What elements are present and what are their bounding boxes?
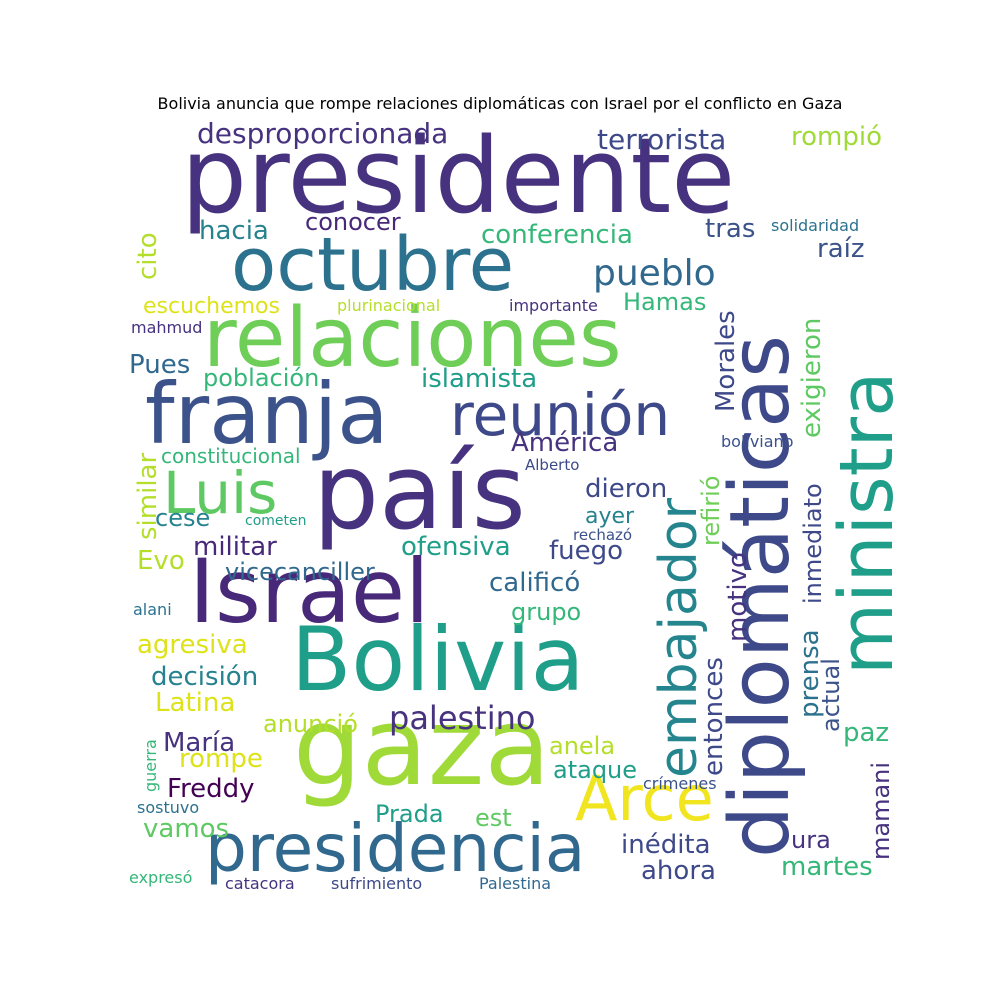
- word-morales: Morales: [711, 310, 741, 412]
- word-entonces: entonces: [699, 657, 729, 776]
- word-plurinacional: plurinacional: [337, 296, 441, 315]
- word-mamani: mamani: [867, 761, 895, 860]
- word-franja: franja: [145, 365, 389, 463]
- word-ahora: ahora: [641, 856, 716, 886]
- word-rompio: rompió: [791, 122, 882, 152]
- word-octubre: octubre: [231, 222, 515, 308]
- word-similar: similar: [133, 452, 163, 540]
- word-alberto: Alberto: [525, 456, 580, 474]
- word-pais: país: [313, 431, 526, 553]
- word-crimenes: crímenes: [643, 774, 717, 793]
- word-decision: decisión: [151, 662, 259, 692]
- word-califico: calificó: [489, 568, 581, 598]
- word-presidente: presidente: [181, 120, 736, 237]
- word-anela: anela: [549, 732, 616, 760]
- word-terrorista: terrorista: [597, 123, 727, 156]
- word-vamos: vamos: [143, 814, 230, 844]
- word-cometen: cometen: [245, 513, 307, 529]
- word-vicecanciller: vicecanciller: [225, 558, 375, 586]
- word-presidencia: presidencia: [205, 810, 586, 887]
- word-islamista: islamista: [421, 364, 538, 394]
- word-sostuvo: sostuvo: [137, 798, 200, 817]
- word-cito: cito: [133, 232, 163, 280]
- word-inedita: inédita: [621, 830, 711, 860]
- word-gaza: gaza: [293, 685, 551, 810]
- word-relaciones: relaciones: [203, 291, 622, 386]
- word-catacora: catacora: [225, 874, 295, 893]
- word-mahmud: mahmud: [131, 318, 203, 337]
- word-hamas: Hamas: [623, 288, 707, 316]
- word-ministra: ministra: [824, 371, 900, 675]
- word-prada: Prada: [375, 800, 444, 828]
- word-inmediato: inmediato: [799, 483, 827, 604]
- word-fuego: fuego: [549, 536, 624, 566]
- word-cese: cese: [155, 504, 211, 532]
- word-guerra: guerra: [141, 739, 160, 792]
- word-reunion: reunión: [450, 381, 671, 449]
- word-freddy: Freddy: [167, 774, 255, 804]
- word-evo: Evo: [137, 546, 185, 576]
- word-arce: Arce: [575, 762, 714, 835]
- word-ayer: ayer: [585, 504, 635, 529]
- word-conocer: conocer: [305, 208, 401, 236]
- word-est: est: [475, 804, 512, 832]
- word-desproporcionada: desproporcionada: [197, 120, 449, 150]
- word-latina: Latina: [155, 688, 236, 718]
- word-motivo: motivo: [723, 552, 753, 642]
- word-martes: martes: [781, 852, 873, 882]
- word-rechazo: rechazó: [573, 526, 633, 544]
- word-dieron: dieron: [585, 474, 668, 504]
- word-poblacion: población: [203, 364, 320, 392]
- word-palestina: Palestina: [479, 874, 552, 893]
- word-boliviano: boliviano: [721, 432, 794, 451]
- word-expreso: expresó: [129, 868, 193, 887]
- chart-title: Bolivia anuncia que rompe relaciones dip…: [157, 94, 843, 113]
- word-grupo: grupo: [511, 598, 582, 626]
- word-constitucional: constitucional: [161, 444, 301, 468]
- word-pues: Pues: [129, 350, 191, 380]
- word-solidaridad: solidaridad: [771, 216, 860, 235]
- word-refirio: refirió: [697, 475, 725, 546]
- word-cloud: presidente octubre relaciones franja reu…: [125, 120, 900, 895]
- word-america: América: [511, 428, 619, 458]
- word-hacia: hacia: [199, 216, 269, 246]
- word-anuncio: anunció: [263, 710, 358, 738]
- word-luis: Luis: [163, 459, 278, 527]
- word-maria: María: [163, 728, 236, 758]
- word-agresiva: agresiva: [137, 630, 248, 660]
- word-escuchemos: escuchemos: [143, 294, 280, 319]
- word-importante: importante: [509, 296, 598, 315]
- word-ataque: ataque: [553, 756, 638, 784]
- word-conferencia: conferencia: [481, 220, 633, 250]
- word-militar: militar: [193, 532, 277, 562]
- word-sufrimiento: sufrimiento: [331, 874, 423, 893]
- word-actual: actual: [817, 658, 845, 732]
- word-ura: ura: [791, 826, 831, 854]
- word-alani: alani: [133, 600, 172, 619]
- word-palestino: palestino: [389, 699, 536, 737]
- word-raiz: raíz: [817, 234, 865, 264]
- word-rompe: rompe: [179, 744, 263, 774]
- word-paz: paz: [843, 718, 890, 748]
- word-bolivia: Bolivia: [291, 608, 585, 711]
- word-ofensiva: ofensiva: [401, 532, 511, 562]
- word-israel: Israel: [189, 540, 430, 643]
- word-tras: tras: [705, 214, 756, 244]
- word-pueblo: pueblo: [593, 253, 716, 294]
- word-exigieron: exigieron: [797, 317, 827, 438]
